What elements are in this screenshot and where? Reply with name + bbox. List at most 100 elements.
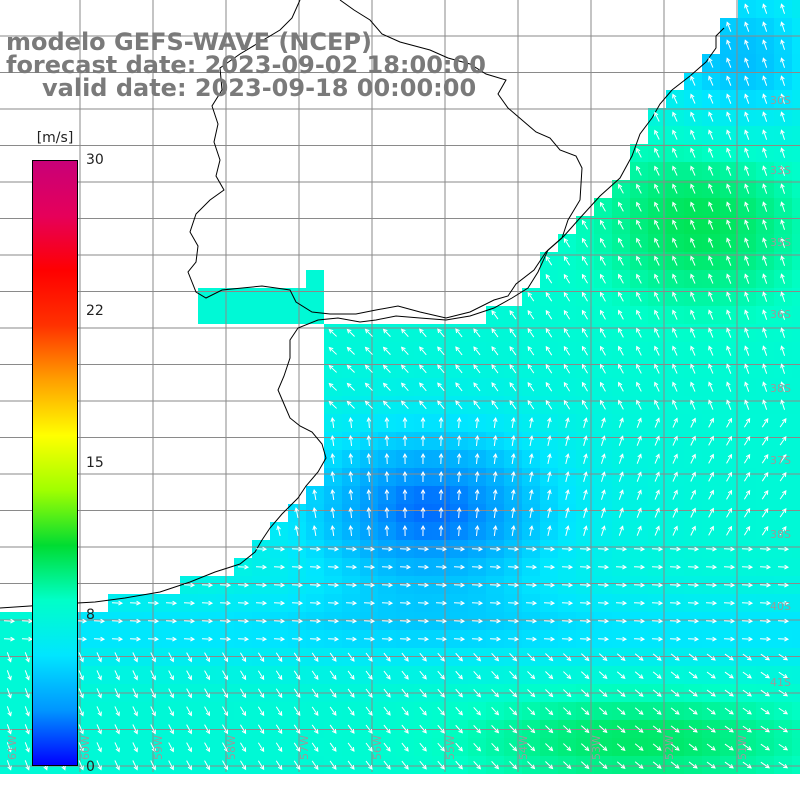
wind-arrow bbox=[437, 382, 445, 392]
wind-arrow bbox=[240, 652, 247, 663]
wind-arrow bbox=[708, 507, 714, 518]
wind-arrow bbox=[581, 255, 588, 266]
wind-arrow bbox=[150, 724, 156, 735]
wind-arrow bbox=[293, 742, 301, 753]
wind-arrow bbox=[21, 636, 34, 642]
wind-arrow bbox=[438, 470, 444, 483]
wind-arrow bbox=[547, 435, 552, 446]
wind-arrow bbox=[186, 742, 192, 753]
wind-arrow bbox=[327, 546, 340, 552]
wind-arrow bbox=[654, 255, 660, 266]
wind-arrow bbox=[507, 564, 520, 570]
wind-arrow bbox=[654, 435, 660, 446]
field-cell bbox=[792, 18, 800, 36]
wind-arrow bbox=[672, 183, 678, 194]
wind-arrow bbox=[744, 3, 750, 14]
field-cell bbox=[792, 234, 800, 252]
wind-arrow bbox=[473, 760, 482, 770]
wind-arrow bbox=[741, 618, 754, 624]
wind-arrow bbox=[634, 653, 644, 661]
field-cell bbox=[270, 288, 288, 306]
wind-arrow bbox=[672, 201, 678, 212]
wind-arrow bbox=[708, 93, 714, 104]
wind-arrow bbox=[580, 725, 590, 734]
wind-arrow bbox=[401, 688, 409, 698]
wind-arrow bbox=[255, 618, 268, 624]
wind-arrow bbox=[527, 725, 536, 734]
wind-arrow bbox=[742, 707, 752, 715]
wind-arrow bbox=[93, 618, 106, 624]
wind-arrow bbox=[348, 506, 354, 519]
wind-arrow bbox=[348, 488, 354, 501]
wind-arrow bbox=[420, 524, 426, 537]
wind-arrow bbox=[636, 201, 642, 212]
wind-arrow bbox=[706, 671, 716, 679]
wind-arrow bbox=[347, 670, 355, 680]
wind-arrow bbox=[669, 582, 682, 588]
wind-arrow bbox=[527, 363, 535, 374]
wind-arrow bbox=[744, 39, 750, 50]
wind-arrow bbox=[744, 237, 750, 248]
wind-arrow bbox=[690, 291, 696, 302]
lon-label: 55W bbox=[444, 735, 457, 760]
wind-arrow bbox=[311, 742, 319, 752]
wind-arrow bbox=[654, 489, 660, 500]
wind-arrow bbox=[743, 525, 751, 536]
wind-arrow bbox=[455, 400, 463, 410]
wind-arrow bbox=[293, 724, 301, 735]
wind-arrow bbox=[257, 706, 265, 717]
wind-arrow bbox=[654, 327, 660, 338]
wind-arrow bbox=[510, 453, 516, 465]
wind-arrow bbox=[780, 111, 786, 122]
lon-label: 60W bbox=[79, 735, 92, 760]
wind-arrow bbox=[708, 309, 714, 320]
wind-arrow bbox=[762, 165, 768, 176]
wind-arrow bbox=[381, 600, 394, 606]
wind-arrow bbox=[636, 237, 642, 248]
wind-arrow bbox=[420, 488, 426, 501]
wind-arrow bbox=[312, 507, 318, 519]
wind-arrow bbox=[328, 364, 337, 373]
wind-arrow bbox=[780, 21, 786, 32]
wind-arrow bbox=[383, 760, 391, 770]
wind-arrow bbox=[348, 434, 354, 447]
wind-arrow bbox=[762, 291, 768, 302]
wind-arrow bbox=[293, 706, 301, 717]
wind-arrow bbox=[455, 346, 463, 356]
wind-arrow bbox=[222, 742, 229, 753]
wind-arrow bbox=[346, 382, 355, 391]
wind-arrow bbox=[293, 652, 301, 663]
wind-arrow bbox=[183, 618, 196, 624]
wind-arrow bbox=[726, 201, 732, 212]
wind-arrow bbox=[762, 327, 768, 338]
wind-arrow bbox=[654, 417, 660, 428]
wind-arrow bbox=[601, 453, 606, 464]
wind-arrow bbox=[381, 636, 394, 642]
wind-arrow bbox=[565, 525, 570, 536]
wind-arrow bbox=[600, 219, 606, 230]
wind-arrow bbox=[672, 273, 678, 284]
wind-arrow bbox=[762, 39, 768, 50]
wind-arrow bbox=[510, 435, 516, 447]
wind-arrow bbox=[600, 399, 606, 410]
wind-arrow bbox=[652, 743, 662, 751]
wind-arrow bbox=[435, 564, 448, 570]
wind-arrow bbox=[583, 507, 588, 518]
wind-arrow bbox=[565, 453, 570, 464]
wind-arrow bbox=[780, 363, 786, 374]
wind-arrow bbox=[491, 671, 500, 680]
wind-arrow bbox=[402, 524, 408, 537]
wind-arrow bbox=[420, 452, 426, 465]
wind-arrow bbox=[293, 760, 301, 771]
wind-arrow bbox=[672, 165, 678, 176]
wind-arrow bbox=[383, 652, 391, 662]
wind-arrow bbox=[491, 346, 499, 356]
wind-arrow bbox=[492, 453, 498, 465]
colorbar-tick-0: 0 bbox=[86, 759, 95, 775]
wind-arrow bbox=[688, 725, 698, 733]
wind-arrow bbox=[419, 346, 427, 356]
wind-arrow bbox=[690, 183, 696, 194]
wind-arrow bbox=[150, 706, 156, 717]
wind-arrow bbox=[96, 670, 102, 681]
field-cell bbox=[792, 270, 800, 288]
